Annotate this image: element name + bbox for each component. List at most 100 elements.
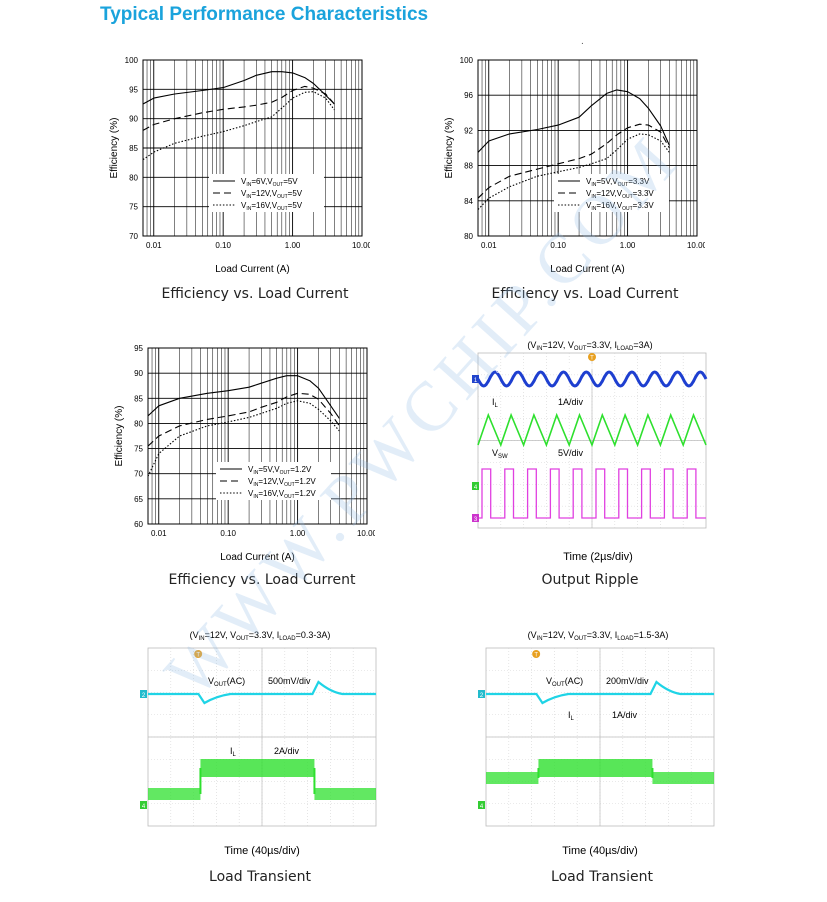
transient1-trigger-marker bbox=[194, 650, 203, 658]
eff2-series-line-dotted bbox=[477, 133, 670, 210]
efficiency-chart-3: 95 90 85 80 75 70 65 60 0.01 0.10 1.00 10.00 Load Cu… bbox=[110, 340, 375, 570]
transient1-il-band-low bbox=[148, 788, 201, 800]
transient1-il-band-low bbox=[314, 788, 376, 800]
eff3-series-line-dashed bbox=[147, 392, 340, 447]
transient2-il-label: IL bbox=[568, 710, 575, 722]
eff3-xtick-label: 1.00 bbox=[290, 529, 306, 538]
ripple-vsw-scale: 5V/div bbox=[558, 448, 584, 458]
transient2-title: (VIN=12V, VOUT=3.3V, ILOAD=1.5-3A) bbox=[528, 630, 669, 642]
eff1-ytick-label: 80 bbox=[129, 173, 138, 182]
transient1-il-scale: 2A/div bbox=[274, 746, 300, 756]
eff1-series-line-dotted bbox=[142, 91, 335, 161]
transient2-xlabel: Time (40µs/div) bbox=[562, 845, 638, 857]
eff2-ytick-label: 80 bbox=[464, 232, 473, 241]
eff3-xtick-label: 0.01 bbox=[151, 529, 167, 538]
efficiency-chart-2: 100 96 92 88 84 80 0.01 0.10 1.00 10.00 Load Curre… bbox=[440, 52, 705, 284]
ripple-channel-marker-label: 1 bbox=[474, 378, 478, 384]
ripple-il-trace bbox=[477, 412, 707, 448]
ripple-il-scale: 1A/div bbox=[558, 397, 584, 407]
eff3-ytick-label: 90 bbox=[134, 369, 143, 378]
ripple-il-label: IL bbox=[492, 397, 499, 409]
ripple-channel-marker-label: 4 bbox=[474, 485, 478, 491]
ripple-channel-marker bbox=[472, 514, 479, 522]
transient2-channel-marker bbox=[478, 690, 485, 698]
ripple-xlabel: Time (2µs/div) bbox=[563, 551, 633, 563]
eff2-ytick-label: 92 bbox=[464, 126, 473, 135]
ripple-vout-trace bbox=[476, 370, 708, 388]
eff3-ytick-label: 70 bbox=[134, 470, 143, 479]
eff2-xtick-label: 10.00 bbox=[687, 241, 705, 250]
transient2-vout-label: VOUT(AC) bbox=[546, 676, 583, 688]
eff1-ytick-label: 100 bbox=[125, 56, 139, 65]
transient1-vout-scale: 500mV/div bbox=[268, 676, 311, 686]
eff2-ylabel: Efficiency (%) bbox=[444, 118, 455, 179]
transient1-il-band-high bbox=[200, 759, 315, 777]
eff2-ytick-label: 88 bbox=[464, 162, 473, 171]
ripple-channel-marker bbox=[472, 482, 479, 490]
eff3-plot-frame bbox=[147, 347, 368, 525]
load-transient-2-caption: Load Transient bbox=[551, 869, 653, 885]
efficiency-chart-2-caption: Efficiency vs. Load Current bbox=[491, 286, 679, 302]
ripple-trigger-marker bbox=[588, 353, 596, 361]
eff3-xtick-label: 10.00 bbox=[357, 529, 375, 538]
transient1-channel-marker-label: 2 bbox=[142, 693, 146, 699]
eff1-xtick-label: 10.00 bbox=[352, 241, 370, 250]
eff3-xtick-label: 0.10 bbox=[220, 529, 236, 538]
transient1-channel-marker-label: 4 bbox=[142, 804, 146, 810]
transient2-il-band-high bbox=[538, 759, 653, 777]
eff3-ytick-label: 75 bbox=[134, 445, 143, 454]
eff1-xtick-label: 0.01 bbox=[146, 241, 162, 250]
eff3-legend-label: VIN=12V,VOUT=1.2V bbox=[248, 477, 316, 488]
eff2-ytick-label: 84 bbox=[464, 197, 473, 206]
eff2-ytick-label: 96 bbox=[464, 91, 473, 100]
eff1-xlabel: Load Current (A) bbox=[215, 264, 289, 275]
eff2-series-line-solid bbox=[477, 89, 670, 153]
transient2-channel-marker bbox=[478, 801, 485, 809]
eff2-xtick-label: 0.10 bbox=[550, 241, 566, 250]
efficiency-chart-1-svg: 100 95 90 85 80 75 70 0.01 0.10 1.00 10.00 Load Cur… bbox=[109, 56, 370, 275]
eff1-plot-frame bbox=[142, 59, 363, 237]
eff2-ytick-label: 100 bbox=[460, 56, 474, 65]
eff2-xlabel: Load Current (A) bbox=[550, 264, 624, 275]
stray-dot: . bbox=[581, 36, 584, 47]
transient1-vout-trace bbox=[148, 680, 376, 705]
ripple-channel-marker bbox=[472, 375, 479, 383]
eff1-ytick-label: 75 bbox=[129, 203, 138, 212]
transient2-il-band-low bbox=[486, 772, 539, 784]
efficiency-chart-3-svg: 95 90 85 80 75 70 65 60 0.01 0.10 1.00 10.00 Load Cu… bbox=[114, 344, 375, 563]
eff3-ytick-label: 80 bbox=[134, 419, 143, 428]
efficiency-chart-3-caption: Efficiency vs. Load Current bbox=[168, 572, 356, 588]
eff1-xtick-label: 1.00 bbox=[285, 241, 301, 250]
transient2-trigger-label: T bbox=[534, 653, 538, 659]
ripple-trigger-label: T bbox=[590, 356, 594, 362]
eff1-xtick-label: 0.10 bbox=[215, 241, 231, 250]
eff1-legend-label: VIN=16V,VOUT=5V bbox=[241, 201, 303, 212]
eff3-ylabel: Efficiency (%) bbox=[114, 406, 125, 467]
efficiency-chart-2-svg: 100 96 92 88 84 80 0.01 0.10 1.00 10.00 Load Curre… bbox=[444, 56, 705, 275]
eff3-legend-label: VIN=5V,VOUT=1.2V bbox=[248, 465, 312, 476]
eff3-series-line-solid bbox=[147, 375, 340, 419]
output-ripple-scope: (VIN=12V, VOUT=3.3V, ILOAD=3A) T 1 4 3 VOUT(A… bbox=[470, 338, 710, 563]
eff3-ytick-label: 95 bbox=[134, 344, 143, 353]
load-transient-1-caption: Load Transient bbox=[209, 869, 311, 885]
transient1-channel-marker bbox=[140, 690, 147, 698]
eff1-legend-label: VIN=6V,VOUT=5V bbox=[241, 177, 298, 188]
eff1-ytick-label: 90 bbox=[129, 115, 138, 124]
eff1-legend-label: VIN=12V,VOUT=5V bbox=[241, 189, 303, 200]
eff3-xlabel: Load Current (A) bbox=[220, 552, 294, 563]
eff3-ytick-label: 85 bbox=[134, 394, 143, 403]
page-heading: Typical Performance Characteristics bbox=[100, 4, 429, 25]
eff2-legend-label: VIN=5V,VOUT=3.3V bbox=[586, 177, 650, 188]
transient1-trigger-label: T bbox=[196, 653, 200, 659]
transient2-vout-scale: 200mV/div bbox=[606, 676, 649, 686]
eff3-ytick-label: 60 bbox=[134, 520, 143, 529]
transient2-vout-trace bbox=[486, 680, 714, 705]
transient2-channel-marker-label: 4 bbox=[480, 804, 484, 810]
eff3-legend-label: VIN=16V,VOUT=1.2V bbox=[248, 489, 316, 500]
efficiency-chart-1: 100 95 90 85 80 75 70 0.01 0.10 1.00 10.00 Load Cur… bbox=[105, 52, 370, 284]
eff1-ylabel: Efficiency (%) bbox=[109, 118, 120, 179]
load-transient-1-scope-svg: (VIN=12V, VOUT=3.3V, ILOAD=0.3-3A) T 2 4 VOU… bbox=[140, 630, 377, 857]
eff2-legend-label: VIN=16V,VOUT=3.3V bbox=[586, 201, 654, 212]
transient2-il-band-low bbox=[652, 772, 714, 784]
output-ripple-scope-svg: (VIN=12V, VOUT=3.3V, ILOAD=3A) T 1 4 3 VOUT(A… bbox=[472, 340, 708, 563]
